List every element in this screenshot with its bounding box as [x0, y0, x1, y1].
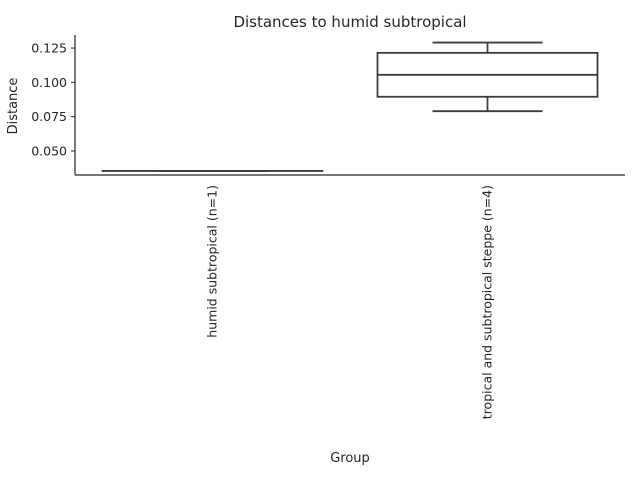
y-tick-label: 0.125	[31, 41, 67, 56]
y-tick-label: 0.050	[31, 143, 67, 158]
y-axis-label: Distance	[6, 78, 21, 135]
y-tick-label: 0.100	[31, 75, 67, 90]
x-tick-label: tropical and subtropical steppe (n=4)	[480, 185, 495, 419]
x-axis-label: Group	[330, 451, 370, 466]
x-tick-label: humid subtropical (n=1)	[205, 185, 220, 338]
y-tick-label: 0.075	[31, 109, 67, 124]
chart-title: Distances to humid subtropical	[233, 13, 466, 31]
